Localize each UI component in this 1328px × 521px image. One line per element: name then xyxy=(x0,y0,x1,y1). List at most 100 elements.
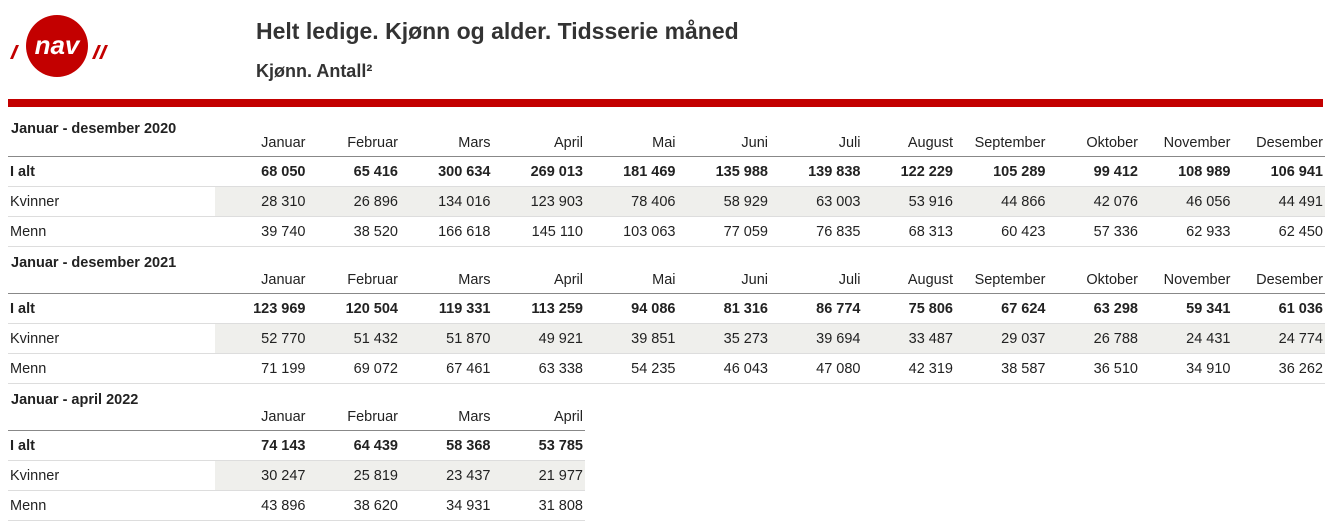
table-cell: 26 896 xyxy=(353,194,398,210)
table-cell: 120 504 xyxy=(345,301,398,317)
row-label: Menn xyxy=(10,361,47,377)
table-cell: 68 313 xyxy=(908,224,953,240)
table-cell: 300 634 xyxy=(438,164,491,180)
row-shade xyxy=(215,187,1325,217)
table-cell: 113 259 xyxy=(531,301,583,317)
table-cell: 119 331 xyxy=(438,301,491,317)
column-header: Mars xyxy=(458,409,491,425)
table-cell: 58 368 xyxy=(446,438,491,454)
table-cell: 51 432 xyxy=(353,331,398,347)
table-cell: 75 806 xyxy=(908,301,953,317)
column-header: September xyxy=(974,135,1046,151)
table-cell: 42 076 xyxy=(1093,194,1138,210)
logo: nav xyxy=(10,15,108,77)
table-cell: 34 910 xyxy=(1186,361,1231,377)
table-cell: 44 866 xyxy=(1001,194,1046,210)
table-cell: 166 618 xyxy=(438,224,491,240)
row-label: Kvinner xyxy=(10,194,60,210)
table-cell: 52 770 xyxy=(261,331,306,347)
row-rule xyxy=(8,490,585,491)
column-header: April xyxy=(553,409,583,425)
table-cell: 69 072 xyxy=(353,361,398,377)
column-header: Juli xyxy=(838,135,861,151)
table-cell: 145 110 xyxy=(531,224,583,240)
table-cell: 94 086 xyxy=(631,301,676,317)
column-header: April xyxy=(553,272,583,288)
table-cell: 63 338 xyxy=(538,361,583,377)
table-cell: 57 336 xyxy=(1093,224,1138,240)
column-header: Oktober xyxy=(1086,135,1138,151)
section-heading: Januar - desember 2020 xyxy=(11,121,177,137)
column-header: Januar xyxy=(261,272,306,288)
table-cell: 49 921 xyxy=(538,331,583,347)
table-cell: 63 003 xyxy=(816,194,861,210)
column-header: November xyxy=(1163,135,1231,151)
row-rule xyxy=(8,246,1325,247)
table-cell: 58 929 xyxy=(723,194,768,210)
column-header: Mars xyxy=(458,135,491,151)
row-rule xyxy=(8,216,1325,217)
column-header: April xyxy=(553,135,583,151)
table-cell: 67 461 xyxy=(446,361,491,377)
table-cell: 134 016 xyxy=(438,194,491,210)
table-cell: 86 774 xyxy=(816,301,861,317)
table-cell: 28 310 xyxy=(261,194,306,210)
column-header: Mai xyxy=(652,272,676,288)
table-cell: 68 050 xyxy=(261,164,306,180)
header-rule xyxy=(8,156,1325,157)
column-header: Januar xyxy=(261,135,306,151)
table-cell: 39 740 xyxy=(261,224,306,240)
row-label: Menn xyxy=(10,224,47,240)
table-cell: 46 056 xyxy=(1186,194,1231,210)
table-cell: 63 298 xyxy=(1093,301,1138,317)
table-cell: 71 199 xyxy=(261,361,306,377)
table-cell: 99 412 xyxy=(1093,164,1138,180)
table-cell: 38 620 xyxy=(353,498,398,514)
table-cell: 54 235 xyxy=(631,361,676,377)
table-cell: 60 423 xyxy=(1001,224,1046,240)
section-heading: Januar - desember 2021 xyxy=(11,255,177,271)
row-rule xyxy=(8,323,1325,324)
row-label: Kvinner xyxy=(10,468,60,484)
column-header: Januar xyxy=(261,409,306,425)
header-bar xyxy=(8,99,1323,107)
column-header: Mai xyxy=(652,135,676,151)
table-cell: 135 988 xyxy=(715,164,768,180)
title: Helt ledige. Kjønn og alder. Tidsserie m… xyxy=(256,18,739,44)
table-cell: 122 229 xyxy=(900,164,953,180)
column-header: Februar xyxy=(347,272,398,288)
column-header: Juni xyxy=(741,272,768,288)
table-cell: 139 838 xyxy=(808,164,861,180)
table-cell: 35 273 xyxy=(723,331,768,347)
column-header: Oktober xyxy=(1086,272,1138,288)
row-rule xyxy=(8,353,1325,354)
table-cell: 42 319 xyxy=(908,361,953,377)
table-cell: 36 510 xyxy=(1093,361,1138,377)
table-cell: 64 439 xyxy=(353,438,398,454)
table-cell: 25 819 xyxy=(353,468,398,484)
table-cell: 30 247 xyxy=(261,468,306,484)
table-cell: 29 037 xyxy=(1001,331,1046,347)
header-rule xyxy=(8,430,585,431)
column-header: Juni xyxy=(741,135,768,151)
table-cell: 36 262 xyxy=(1278,361,1323,377)
table-cell: 74 143 xyxy=(261,438,306,454)
table-cell: 34 931 xyxy=(446,498,491,514)
row-label: Kvinner xyxy=(10,331,60,347)
logo-text: nav xyxy=(35,30,81,60)
table-cell: 103 063 xyxy=(623,224,676,240)
table-cell: 24 774 xyxy=(1278,331,1323,347)
table-cell: 24 431 xyxy=(1186,331,1231,347)
header-rule xyxy=(8,293,1325,294)
column-header: Desember xyxy=(1256,135,1323,151)
table-cell: 26 788 xyxy=(1093,331,1138,347)
table-cell: 46 043 xyxy=(723,361,768,377)
row-rule xyxy=(8,460,585,461)
section-heading: Januar - april 2022 xyxy=(11,392,139,408)
table-cell: 33 487 xyxy=(908,331,953,347)
column-header: Februar xyxy=(347,409,398,425)
row-label: I alt xyxy=(10,438,35,454)
table-cell: 31 808 xyxy=(538,498,583,514)
table-cell: 106 941 xyxy=(1270,164,1323,180)
